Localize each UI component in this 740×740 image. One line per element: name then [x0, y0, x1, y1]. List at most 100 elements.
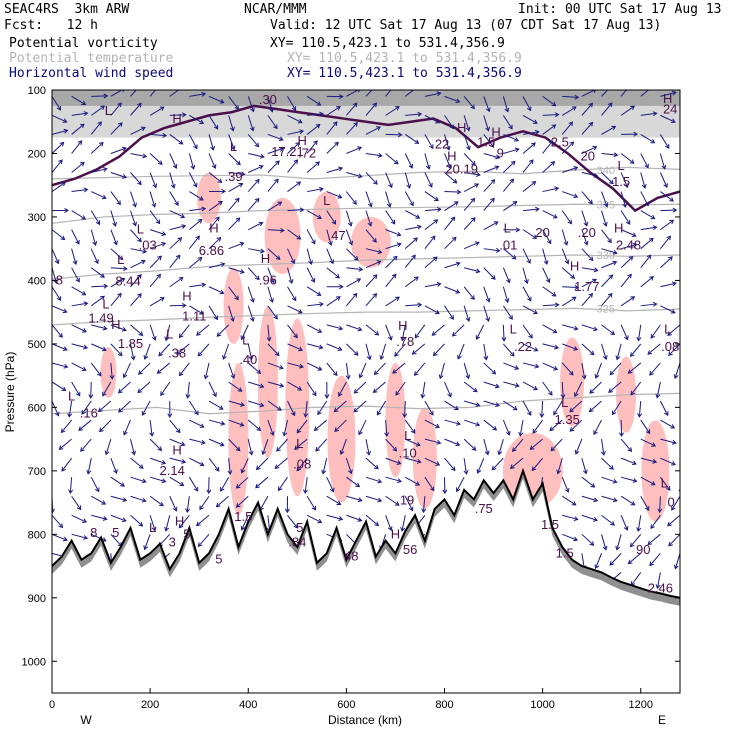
wind-vector [189, 419, 204, 428]
wind-vector-head [199, 423, 205, 428]
pv-low-marker: L [242, 333, 249, 348]
wind-vector [358, 419, 367, 435]
wind-vector-head [571, 501, 577, 506]
wind-vector-head [318, 186, 324, 192]
wind-vector-head [58, 159, 63, 165]
wind-vector-head [254, 142, 260, 148]
wind-vector-head [556, 469, 562, 475]
wind-vector-head [358, 430, 363, 436]
wind-vector [130, 172, 142, 185]
wind-vector [91, 285, 108, 288]
wind-vector-head [60, 428, 66, 434]
wind-vector-head [686, 315, 690, 319]
wind-vector-head [438, 374, 444, 380]
wind-vector [130, 274, 142, 288]
wind-vector-head [686, 217, 690, 221]
wind-vector [581, 210, 588, 226]
pv-contour-label: 5 [296, 520, 303, 535]
wind-vector-head [248, 355, 254, 361]
wind-vector [208, 95, 224, 104]
wind-vector-head [608, 274, 614, 280]
wind-vector-head [339, 94, 344, 100]
wind-vector-head [453, 201, 459, 206]
wind-vector [412, 343, 426, 355]
wind-vector-head [338, 166, 344, 172]
wind-vector [98, 400, 112, 412]
wind-vector-head [436, 281, 442, 287]
wind-vector-head [43, 487, 47, 491]
wind-vector [287, 181, 301, 192]
wind-vector [620, 274, 632, 288]
wind-vector [522, 267, 528, 284]
wind-vector-head [120, 482, 125, 487]
wind-vector-head [573, 516, 579, 522]
wind-vector-head [691, 98, 695, 102]
wind-vector [326, 191, 342, 199]
wind-vector [502, 286, 509, 303]
wind-vector-head [554, 112, 560, 118]
wind-vector [52, 477, 53, 479]
wind-vector-head [455, 98, 461, 104]
wind-vector [385, 172, 393, 188]
wind-vector [256, 457, 269, 470]
wind-vector [385, 420, 388, 437]
wind-vector [562, 95, 579, 98]
wind-vector-head [568, 121, 574, 127]
wind-vector-head [98, 141, 104, 147]
wind-vector [208, 400, 224, 410]
wind-vector [228, 381, 242, 392]
wind-vector [208, 216, 220, 230]
wind-vector-head [206, 489, 212, 495]
wind-vector-head [623, 525, 629, 531]
wind-vector [463, 400, 480, 406]
wind-vector-head [612, 249, 618, 255]
wind-vector-head [670, 424, 676, 429]
wind-vector [52, 159, 63, 173]
wind-vector-head [318, 344, 324, 350]
pv-contour-label: .16 [80, 406, 98, 421]
pv-contour-label: 2.14 [160, 463, 185, 478]
wind-vector [354, 381, 367, 394]
wind-vector-head [455, 487, 461, 493]
wind-vector-head [255, 483, 260, 489]
wind-vector [561, 476, 569, 493]
wind-vector-head [237, 387, 243, 392]
wind-vector-head [284, 508, 290, 514]
pv-high-marker: H [261, 251, 270, 266]
wind-vector [601, 343, 607, 360]
wind-vector-head [593, 267, 599, 273]
wind-vector-head [329, 487, 335, 493]
wind-vector [483, 115, 490, 131]
wind-vector-head [259, 153, 265, 159]
wind-vector-head [509, 464, 515, 469]
wind-vector-head [167, 413, 173, 418]
wind-vector-head [490, 179, 496, 184]
wind-vector [359, 362, 367, 378]
wind-vector-head [151, 526, 157, 532]
wind-vector [178, 514, 190, 529]
wind-vector-head [230, 126, 235, 132]
wind-vector [660, 419, 675, 429]
wind-vector [601, 439, 605, 456]
wind-vector-head [508, 315, 513, 320]
wind-vector-head [457, 354, 462, 360]
wind-vector [169, 438, 185, 446]
wind-vector-head [400, 526, 406, 532]
wind-vector [52, 114, 67, 123]
wind-vector [267, 305, 278, 320]
wind-vector-head [137, 274, 142, 279]
wind-vector-head [465, 126, 471, 132]
wind-vector-head [99, 427, 104, 433]
wind-vector [365, 172, 378, 185]
wind-vector-head [77, 140, 83, 145]
wind-vector [304, 477, 308, 494]
wind-vector-head [303, 413, 309, 418]
wind-vector [130, 457, 144, 469]
wind-vector-head [234, 104, 239, 110]
wind-vector-head [296, 466, 302, 472]
wind-vector-head [560, 394, 566, 399]
wind-vector [519, 419, 524, 436]
wind-vector-head [644, 506, 650, 511]
wind-vector [679, 134, 680, 137]
